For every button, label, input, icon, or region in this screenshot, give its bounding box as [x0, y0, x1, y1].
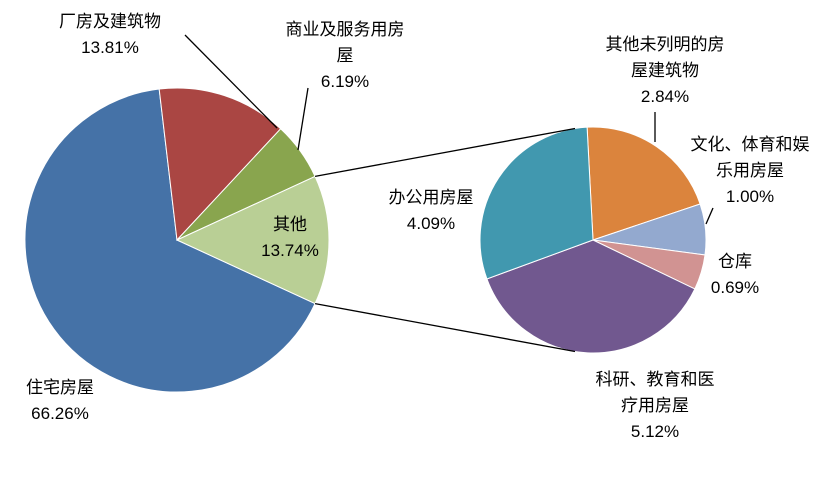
slice-label: 文化、体育和娱乐用房屋 1.00% [688, 132, 812, 210]
category-label: 厂房及建筑物 [59, 12, 161, 31]
value-label: 5.12% [630, 422, 680, 441]
category-label: 商业及服务用房屋 [285, 20, 405, 65]
slice-label: 厂房及建筑物 13.81% [48, 9, 172, 61]
category-label: 住宅房屋 [26, 378, 94, 397]
value-label: 6.19% [320, 72, 370, 91]
value-label: 1.00% [725, 187, 775, 206]
category-label: 文化、体育和娱乐用房屋 [690, 135, 810, 180]
slice-label: 科研、教育和医疗用房屋 5.12% [593, 367, 717, 445]
slice-label: 商业及服务用房屋 6.19% [283, 17, 407, 95]
value-label: 13.74% [261, 241, 319, 260]
slice-label: 其他未列明的房屋建筑物 2.84% [603, 32, 727, 110]
slice-label: 其他 13.74% [228, 212, 352, 264]
slice-label: 住宅房屋 66.26% [0, 375, 122, 427]
value-label: 4.09% [406, 214, 456, 233]
slice-label: 仓库 0.69% [673, 249, 797, 301]
leader-line [297, 87, 309, 151]
pie-slice [175, 175, 330, 305]
category-label: 办公用房屋 [388, 188, 474, 207]
value-label: 2.84% [640, 87, 690, 106]
category-label: 科研、教育和医疗用房屋 [595, 370, 715, 415]
pie-slice [24, 88, 316, 393]
category-label: 其他未列明的房屋建筑物 [605, 35, 725, 80]
pie-slice [158, 87, 282, 242]
pie-slice [486, 239, 696, 354]
connector-line [314, 302, 576, 353]
leader-line [705, 207, 714, 225]
slice-label: 办公用房屋 4.09% [369, 185, 493, 237]
category-label: 仓库 [718, 252, 752, 271]
pie-slice [586, 126, 701, 241]
connector-line [314, 127, 576, 178]
value-label: 0.69% [710, 278, 760, 297]
category-label: 其他 [273, 215, 307, 234]
value-label: 66.26% [31, 404, 89, 423]
value-label: 13.81% [81, 38, 139, 57]
leader-line [184, 34, 278, 129]
